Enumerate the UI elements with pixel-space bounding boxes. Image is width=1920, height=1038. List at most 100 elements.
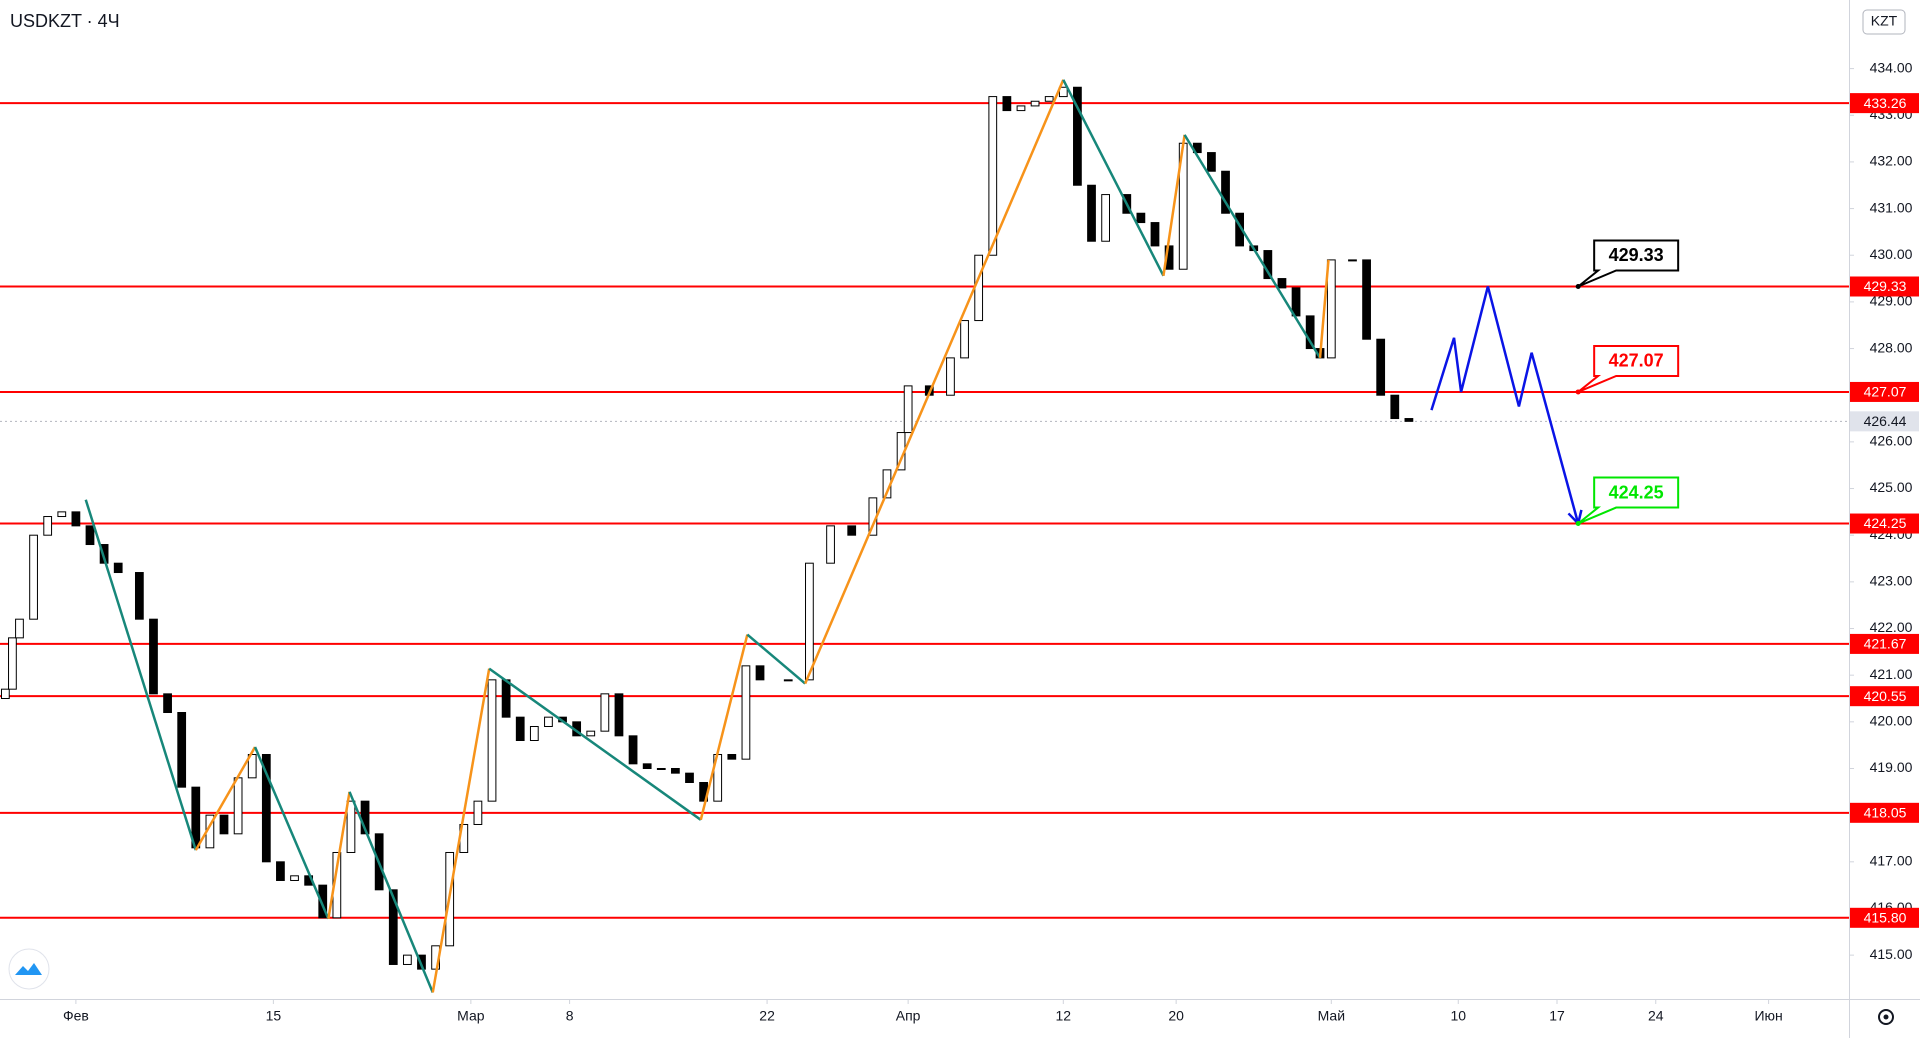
logo[interactable]	[8, 948, 50, 990]
x-tick-label: 22	[759, 1008, 775, 1024]
candle	[600, 693, 610, 732]
x-tick-label: Май	[1318, 1008, 1345, 1024]
candle	[113, 562, 123, 574]
candle	[233, 777, 243, 835]
zigzag-segment	[431, 668, 491, 993]
y-tick-label: 428.00	[1870, 339, 1913, 355]
candle	[656, 767, 666, 770]
level-price-label: 420.55	[1864, 688, 1907, 704]
symbol: USDKZT · 4Ч	[10, 11, 120, 31]
candle	[1016, 105, 1026, 112]
y-tick-label: 434.00	[1870, 59, 1913, 75]
level-price-box	[1850, 633, 1919, 654]
level-price-box	[1850, 802, 1919, 823]
zigzag-segment	[194, 746, 257, 851]
y-tick-label: 431.00	[1870, 199, 1913, 215]
candle	[515, 716, 525, 742]
callout-label: 424.25	[1609, 482, 1664, 502]
candle	[642, 763, 652, 769]
level-price-label: 427.07	[1864, 384, 1907, 400]
y-tick-label: 420.00	[1870, 713, 1913, 729]
candle	[8, 637, 17, 690]
candle	[903, 385, 913, 434]
candle	[614, 693, 624, 737]
candle	[15, 618, 24, 639]
x-tick-label: 15	[266, 1008, 282, 1024]
candle	[290, 875, 299, 881]
candle	[1073, 86, 1082, 186]
candle	[1207, 152, 1216, 172]
y-tick-label: 417.00	[1870, 853, 1913, 869]
candle	[1044, 96, 1054, 102]
candle	[261, 753, 271, 863]
candle	[529, 726, 539, 742]
settings-icon[interactable]	[1878, 1009, 1894, 1025]
callout-label: 429.33	[1609, 245, 1664, 265]
candle	[946, 357, 955, 396]
zigzag-segment	[327, 791, 351, 919]
currency-box[interactable]	[1862, 9, 1906, 35]
x-tick-label: Июн	[1754, 1008, 1782, 1024]
candle	[1030, 100, 1040, 107]
x-tick-label: 24	[1648, 1008, 1664, 1024]
candle	[826, 525, 835, 564]
candle	[741, 665, 751, 760]
y-tick-label: 421.00	[1870, 666, 1913, 682]
currency[interactable]: KZT	[1871, 13, 1898, 29]
candle	[1348, 259, 1357, 262]
candle	[544, 716, 553, 728]
y-tick-label: 422.00	[1870, 619, 1913, 635]
level-price-box	[1850, 513, 1919, 534]
candle	[727, 753, 737, 760]
y-tick-label: 430.00	[1870, 246, 1913, 262]
y-tick-label: 429.00	[1870, 293, 1913, 309]
candle	[473, 800, 483, 825]
x-tick-label: 17	[1549, 1008, 1565, 1024]
y-tick-label: 426.00	[1870, 433, 1913, 449]
candle	[783, 679, 793, 682]
candle	[402, 954, 412, 965]
candle	[487, 679, 497, 802]
candle	[988, 96, 998, 256]
level-price-box	[1850, 93, 1919, 114]
candle	[318, 884, 328, 919]
zigzag-segment	[84, 499, 197, 851]
level-price-label: 433.26	[1864, 95, 1907, 111]
last-price-box	[1850, 411, 1919, 432]
zigzag-segment	[1183, 134, 1322, 359]
level-price-box	[1850, 276, 1919, 297]
zigzag-segment	[348, 791, 434, 993]
candle	[1150, 222, 1160, 247]
x-tick-label: 20	[1168, 1008, 1184, 1024]
y-tick-label: 423.00	[1870, 573, 1913, 589]
candle	[1305, 315, 1315, 350]
candle	[847, 525, 857, 536]
candle	[134, 572, 144, 620]
candle	[219, 814, 229, 835]
candle	[960, 320, 969, 359]
candle	[346, 800, 356, 853]
candle	[0, 688, 10, 700]
level-price-box	[1850, 907, 1919, 928]
candle	[99, 544, 109, 564]
y-tick-label: 419.00	[1870, 759, 1913, 775]
candle	[501, 679, 511, 718]
candle	[71, 511, 81, 527]
candle	[1002, 96, 1012, 112]
callout-label: 427.07	[1609, 351, 1664, 371]
candle	[1362, 259, 1371, 340]
projection-line	[1430, 286, 1580, 524]
candle	[149, 618, 158, 695]
zigzag-segment	[746, 633, 806, 685]
candle	[1390, 394, 1400, 420]
candle	[43, 516, 53, 536]
candle	[163, 693, 172, 714]
level-price-label: 424.25	[1864, 515, 1907, 531]
zigzag-segment	[488, 667, 702, 821]
candle	[1087, 184, 1096, 242]
candle	[685, 772, 694, 783]
candle	[586, 730, 596, 737]
level-price-box	[1850, 686, 1919, 707]
level-price-box	[1850, 381, 1919, 402]
candle	[755, 665, 765, 681]
